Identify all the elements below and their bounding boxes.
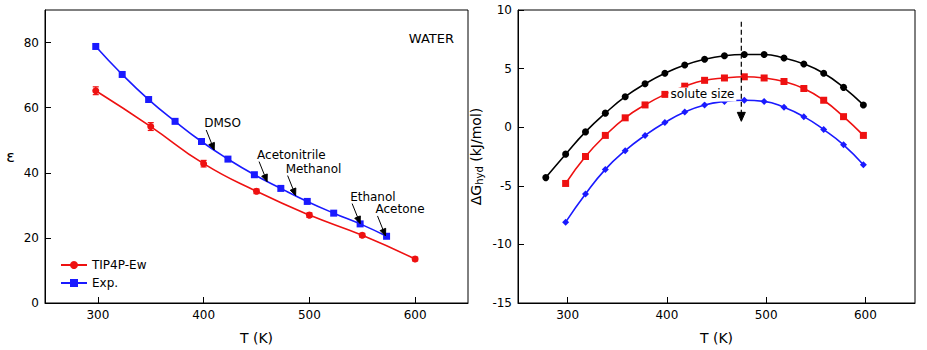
svg-text:ΔG: ΔG: [468, 185, 484, 205]
svg-text:400: 400: [655, 308, 678, 322]
svg-text:DMSO: DMSO: [204, 116, 241, 130]
svg-text:0: 0: [504, 120, 512, 134]
svg-text:Acetone: Acetone: [376, 202, 425, 216]
svg-text:80: 80: [24, 36, 39, 50]
svg-text:300: 300: [86, 308, 109, 322]
svg-text:60: 60: [24, 101, 39, 115]
svg-text:0: 0: [31, 296, 39, 310]
svg-text:5: 5: [504, 62, 512, 76]
svg-text:10: 10: [497, 3, 512, 17]
svg-text:-5: -5: [500, 179, 512, 193]
svg-text:-10: -10: [492, 237, 512, 251]
svg-text:40: 40: [24, 166, 39, 180]
svg-text:Ethanol: Ethanol: [350, 189, 396, 204]
svg-text:600: 600: [854, 308, 877, 322]
svg-text:WATER: WATER: [409, 31, 454, 46]
svg-text:500: 500: [298, 308, 321, 322]
svg-text:hyd: hyd: [474, 166, 485, 185]
svg-text:20: 20: [24, 231, 39, 245]
svg-text:Exp.: Exp.: [92, 276, 118, 290]
svg-text:Methanol: Methanol: [286, 162, 342, 176]
svg-text:400: 400: [192, 308, 215, 322]
svg-text:-15: -15: [492, 296, 512, 310]
svg-text:TIP4P-Ew: TIP4P-Ew: [91, 258, 147, 272]
svg-text:Acetonitrile: Acetonitrile: [257, 148, 326, 162]
svg-text:solute size: solute size: [671, 87, 735, 101]
svg-text:ε: ε: [6, 147, 15, 166]
svg-text:(kJ/mol): (kJ/mol): [468, 108, 484, 166]
svg-text:T (K): T (K): [239, 330, 273, 346]
svg-text:300: 300: [556, 308, 579, 322]
svg-text:600: 600: [404, 308, 427, 322]
svg-text:500: 500: [755, 308, 778, 322]
svg-text:T (K): T (K): [699, 330, 733, 346]
